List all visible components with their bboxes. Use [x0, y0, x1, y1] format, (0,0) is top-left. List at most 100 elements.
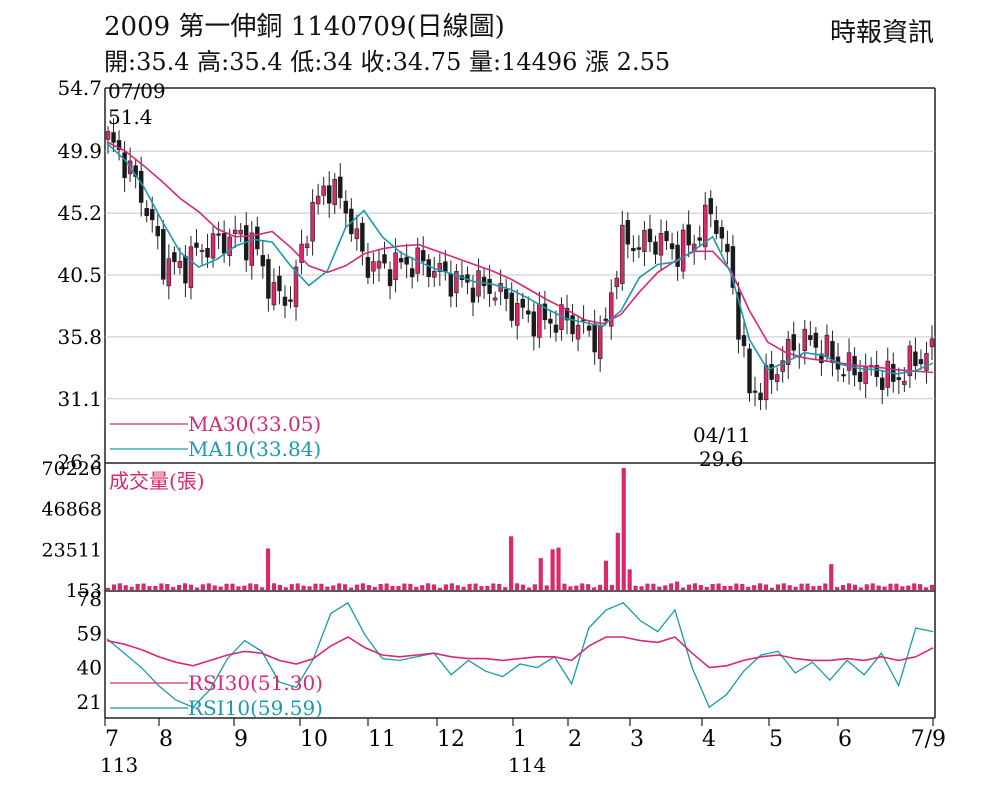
candle-up [514, 303, 520, 326]
candle-down [708, 198, 714, 215]
volume-bar [740, 583, 745, 590]
candle-down [564, 307, 570, 321]
volume-bar [669, 583, 674, 590]
candle-up [210, 233, 216, 259]
volume-bar [675, 581, 680, 590]
candle-up [642, 230, 647, 252]
candle-up [658, 232, 664, 256]
volume-bar [331, 585, 336, 590]
candle-down [636, 247, 642, 250]
candle-down [288, 299, 293, 302]
candle-down [481, 276, 487, 287]
volume-bar [301, 585, 306, 590]
candle-up [824, 334, 830, 357]
volume-bar [165, 583, 170, 590]
candle-down [841, 374, 846, 377]
volume-bar [645, 583, 650, 590]
candle-down [647, 228, 653, 243]
volume-bar [858, 587, 863, 590]
low-annotation-date: 04/11 [693, 423, 751, 447]
volume-bar [580, 583, 585, 590]
candle-up [177, 261, 183, 268]
candle-down [266, 259, 271, 299]
volume-bar [348, 587, 354, 590]
volume-bar [260, 587, 265, 590]
candle-up [492, 297, 498, 301]
candle-down [326, 185, 332, 204]
candle-down [857, 371, 863, 382]
candle-up [304, 243, 310, 249]
volume-bar [550, 549, 555, 590]
volume-bar [177, 585, 182, 590]
candle-down [122, 152, 127, 179]
candle-up [315, 195, 321, 205]
volume-bar [870, 583, 875, 590]
candle-down [509, 292, 514, 321]
candle-down [625, 220, 631, 245]
candle-up [802, 328, 808, 351]
volume-bar [224, 583, 229, 590]
volume-bar [639, 586, 644, 590]
candle-up [575, 324, 581, 340]
volume-bar [313, 583, 318, 590]
volume-bar [307, 586, 312, 590]
candle-up [454, 271, 459, 294]
candle-down [542, 303, 548, 321]
volume-bar [372, 587, 377, 590]
volume-bar [657, 586, 662, 590]
volume-bar [408, 583, 413, 590]
candle-up [437, 263, 443, 272]
volume-bar [769, 587, 775, 590]
volume-bar [473, 583, 478, 590]
candle-up [321, 185, 326, 196]
ohlc-summary: 開:35.4 高:35.4 低:34 收:34.75 量:14496 漲 2.5… [104, 48, 671, 76]
volume-bar [900, 586, 905, 590]
volume-bar [117, 583, 122, 590]
candle-up [885, 360, 890, 388]
candle-up [238, 230, 243, 235]
source-label: 時報資訊 [829, 18, 934, 48]
candle-up [902, 380, 907, 385]
volume-bar [923, 587, 929, 590]
candle-up [371, 261, 376, 272]
volume-bar [426, 583, 431, 590]
candle-down [221, 233, 227, 254]
candle-up [763, 365, 769, 401]
month-label: 11 [368, 727, 396, 752]
price-tick-label: 35.8 [57, 325, 102, 349]
volume-bar [781, 583, 786, 590]
volume-bar [574, 585, 579, 590]
candle-up [299, 243, 304, 263]
volume-bar [621, 468, 626, 590]
candle-down [697, 237, 702, 241]
candle-down [874, 365, 879, 378]
candle-down [913, 351, 918, 367]
volume-bar [586, 584, 591, 590]
volume-bar [182, 583, 188, 590]
volume-bar [823, 583, 828, 590]
candle-down [360, 222, 365, 252]
month-label: 3 [630, 727, 644, 752]
month-label: 1 [513, 727, 527, 752]
candle-down [686, 224, 691, 246]
volume-bar [206, 583, 211, 590]
volume-bar [230, 583, 235, 590]
candle-down [918, 359, 924, 365]
volume-bar [479, 586, 484, 590]
volume-bar [200, 584, 205, 590]
volume-bar [337, 583, 342, 590]
candle-down [183, 255, 188, 284]
price-tick-label: 40.5 [57, 263, 102, 287]
candle-down [730, 246, 736, 288]
low-annotation-value: 29.6 [699, 447, 744, 471]
candle-down [404, 256, 409, 265]
candle-down [282, 296, 288, 306]
candle-up [537, 303, 542, 338]
candle-down [144, 208, 149, 217]
month-label: 9 [234, 727, 248, 752]
price-legend-label: MA10(33.84) [188, 437, 321, 461]
volume-bar [787, 585, 792, 590]
candle-down [420, 250, 426, 262]
price-tick-label: 54.7 [57, 76, 102, 100]
price-tick-label: 45.2 [57, 201, 102, 225]
